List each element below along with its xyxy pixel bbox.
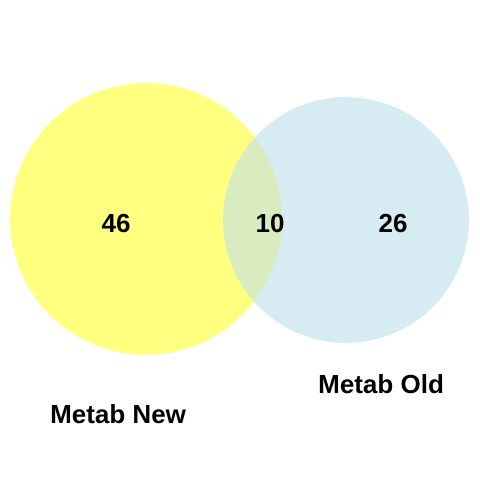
set-circle-metab-old: [223, 97, 469, 343]
label-metab-old: Metab Old: [318, 369, 444, 399]
set-circle-metab-new: [10, 83, 282, 355]
count-intersection: 10: [256, 208, 285, 238]
label-metab-new: Metab New: [50, 399, 187, 429]
count-metab-old-only: 26: [379, 208, 408, 238]
count-metab-new-only: 46: [102, 208, 131, 238]
